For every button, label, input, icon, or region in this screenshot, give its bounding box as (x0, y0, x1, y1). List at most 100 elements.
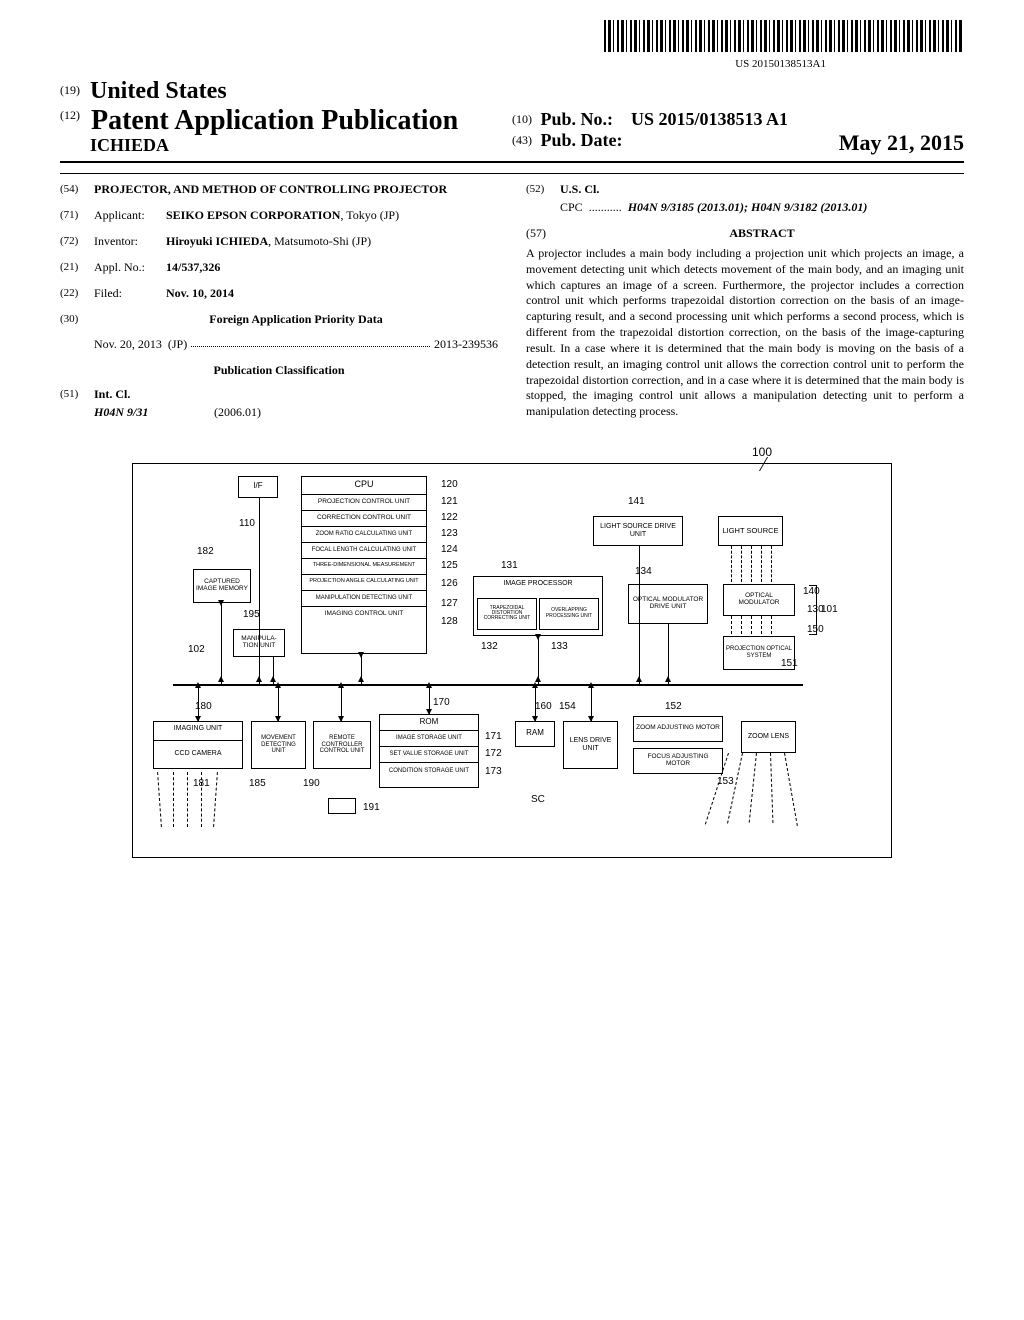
ref-195: 195 (243, 609, 260, 620)
ref-124: 124 (441, 544, 458, 555)
code-52: (52) (526, 182, 560, 198)
header-rule-thin (60, 173, 964, 174)
country-prefix: (19) (60, 83, 80, 97)
box-corr-ctrl: CORRECTION CONTROL UNIT (302, 511, 426, 527)
ref-126: 126 (441, 578, 458, 589)
ref-121: 121 (441, 496, 458, 507)
box-rom: ROM (380, 715, 478, 731)
ref-131: 131 (501, 560, 518, 571)
pub-class-heading: Publication Classification (60, 363, 498, 379)
priority-row: Nov. 20, 2013 (JP) 2013-239536 (60, 337, 498, 353)
box-if: I/F (238, 476, 278, 498)
ref-128: 128 (441, 616, 458, 627)
right-column: (52) U.S. Cl. CPC ........... H04N 9/318… (526, 182, 964, 420)
header-rule-thick (60, 161, 964, 163)
pub-no-value: US 2015/0138513 A1 (631, 109, 788, 129)
abstract-header-row: (57) ABSTRACT (526, 226, 964, 246)
ref-171: 171 (485, 731, 502, 742)
ref-132: 132 (481, 641, 498, 652)
inventor-name: Hiroyuki ICHIEDA (166, 234, 268, 248)
box-focus-motor: FOCUS ADJUSTING MOTOR (633, 748, 723, 774)
intcl-label: Int. Cl. (94, 387, 130, 401)
field-applicant: (71) Applicant: SEIKO EPSON CORPORATION,… (60, 208, 498, 224)
ref-102: 102 (188, 644, 205, 655)
title-text: PROJECTOR, AND METHOD OF CONTROLLING PRO… (94, 182, 447, 196)
pub-type-value: Patent Application Publication (91, 105, 458, 136)
ref-185: 185 (249, 778, 266, 789)
conn-if-bus (259, 498, 260, 684)
priority-leader-dots (191, 337, 430, 347)
abstract-heading: ABSTRACT (560, 226, 964, 242)
box-cond-store: CONDITION STORAGE UNIT (380, 763, 478, 779)
ref-sc: SC (531, 794, 545, 805)
ref-152: 152 (665, 701, 682, 712)
barcode-label: US 20150138513A1 (60, 58, 826, 70)
ref-170: 170 (433, 697, 450, 708)
ref-120: 120 (441, 479, 458, 490)
pub-date-line: (43) Pub. Date: May 21, 2015 (512, 130, 964, 151)
intcl-row: H04N 9/31 (2006.01) (60, 405, 498, 421)
code-51: (51) (60, 387, 94, 403)
pub-date-value: May 21, 2015 (839, 130, 964, 156)
applicant-rest: , Tokyo (JP) (340, 208, 399, 222)
figure-region: 100 I/F 110 CPU PROJECTION CONTROL UNIT … (132, 463, 892, 858)
foreign-heading: Foreign Application Priority Data (209, 312, 382, 326)
box-move-det: MOVEMENT DETECTING UNIT (251, 721, 306, 769)
field-inventor: (72) Inventor: Hiroyuki ICHIEDA, Matsumo… (60, 234, 498, 250)
box-img-store: IMAGE STORAGE UNIT (380, 731, 478, 747)
abstract-text: A projector includes a main body includi… (526, 246, 964, 420)
box-ram: RAM (515, 721, 555, 747)
inventor-header: ICHIEDA (60, 135, 512, 156)
field-intcl: (51) Int. Cl. (60, 387, 498, 403)
box-ls-drive: LIGHT SOURCE DRIVE UNIT (593, 516, 683, 546)
ref-172: 172 (485, 748, 502, 759)
box-3d: THREE-DIMENSIONAL MEASUREMENT (302, 559, 426, 575)
box-opt-mod-drv: OPTICAL MODULATOR DRIVE UNIT (628, 584, 708, 624)
filed-value: Nov. 10, 2014 (166, 286, 234, 300)
box-imaging: IMAGING UNIT (154, 722, 242, 740)
box-cpu: CPU (302, 477, 426, 495)
box-remote: REMOTE CONTROLLER CONTROL UNIT (313, 721, 371, 769)
ref-101: 101 (821, 604, 838, 615)
box-focal-calc: FOCAL LENGTH CALCULATING UNIT (302, 543, 426, 559)
ref-123: 123 (441, 528, 458, 539)
pub-type-prefix: (12) (60, 108, 80, 122)
country-value: United States (90, 78, 227, 104)
field-applno: (21) Appl. No.: 14/537,326 (60, 260, 498, 276)
cpc-value: H04N 9/3185 (2013.01); H04N 9/3182 (2013… (628, 200, 868, 214)
code-30: (30) (60, 312, 94, 328)
priority-country: (JP) (168, 337, 187, 353)
code-57: (57) (526, 226, 560, 246)
ref-190: 190 (303, 778, 320, 789)
box-captured-mem: CAPTURED IMAGE MEMORY (193, 569, 251, 603)
pub-no-label: Pub. No.: (541, 109, 614, 129)
ref-154: 154 (559, 701, 576, 712)
box-proj-angle: PROJECTION ANGLE CALCULATING UNIT (302, 575, 426, 591)
left-column: (54) PROJECTOR, AND METHOD OF CONTROLLIN… (60, 182, 498, 420)
priority-date: Nov. 20, 2013 (94, 337, 162, 353)
box-zoom-calc: ZOOM RATIO CALCULATING UNIT (302, 527, 426, 543)
pub-type-line: (12) Patent Application Publication (60, 106, 512, 135)
label-applno: Appl. No.: (94, 260, 166, 276)
box-ccd: CCD CAMERA (154, 740, 242, 766)
ref-122: 122 (441, 512, 458, 523)
box-opt-mod: OPTICAL MODULATOR (723, 584, 795, 616)
priority-number: 2013-239536 (434, 337, 498, 353)
box-lens-drv: LENS DRIVE UNIT (563, 721, 618, 769)
field-filed: (22) Filed: Nov. 10, 2014 (60, 286, 498, 302)
ref-141: 141 (628, 496, 645, 507)
ref-125: 125 (441, 560, 458, 571)
barcode-region: US 20150138513A1 (60, 20, 964, 70)
pub-no-prefix: (10) (512, 112, 532, 126)
field-foreign-heading: (30) Foreign Application Priority Data (60, 312, 498, 328)
code-22: (22) (60, 286, 94, 302)
field-uscl: (52) U.S. Cl. (526, 182, 964, 198)
country-line: (19) United States (60, 78, 512, 105)
box-zoom-lens: ZOOM LENS (741, 721, 796, 753)
ref-182: 182 (197, 546, 214, 557)
code-71: (71) (60, 208, 94, 224)
ref-133: 133 (551, 641, 568, 652)
intcl-edition: (2006.01) (214, 405, 261, 421)
ref-191: 191 (363, 802, 380, 813)
uscl-row: CPC ........... H04N 9/3185 (2013.01); H… (526, 200, 964, 216)
